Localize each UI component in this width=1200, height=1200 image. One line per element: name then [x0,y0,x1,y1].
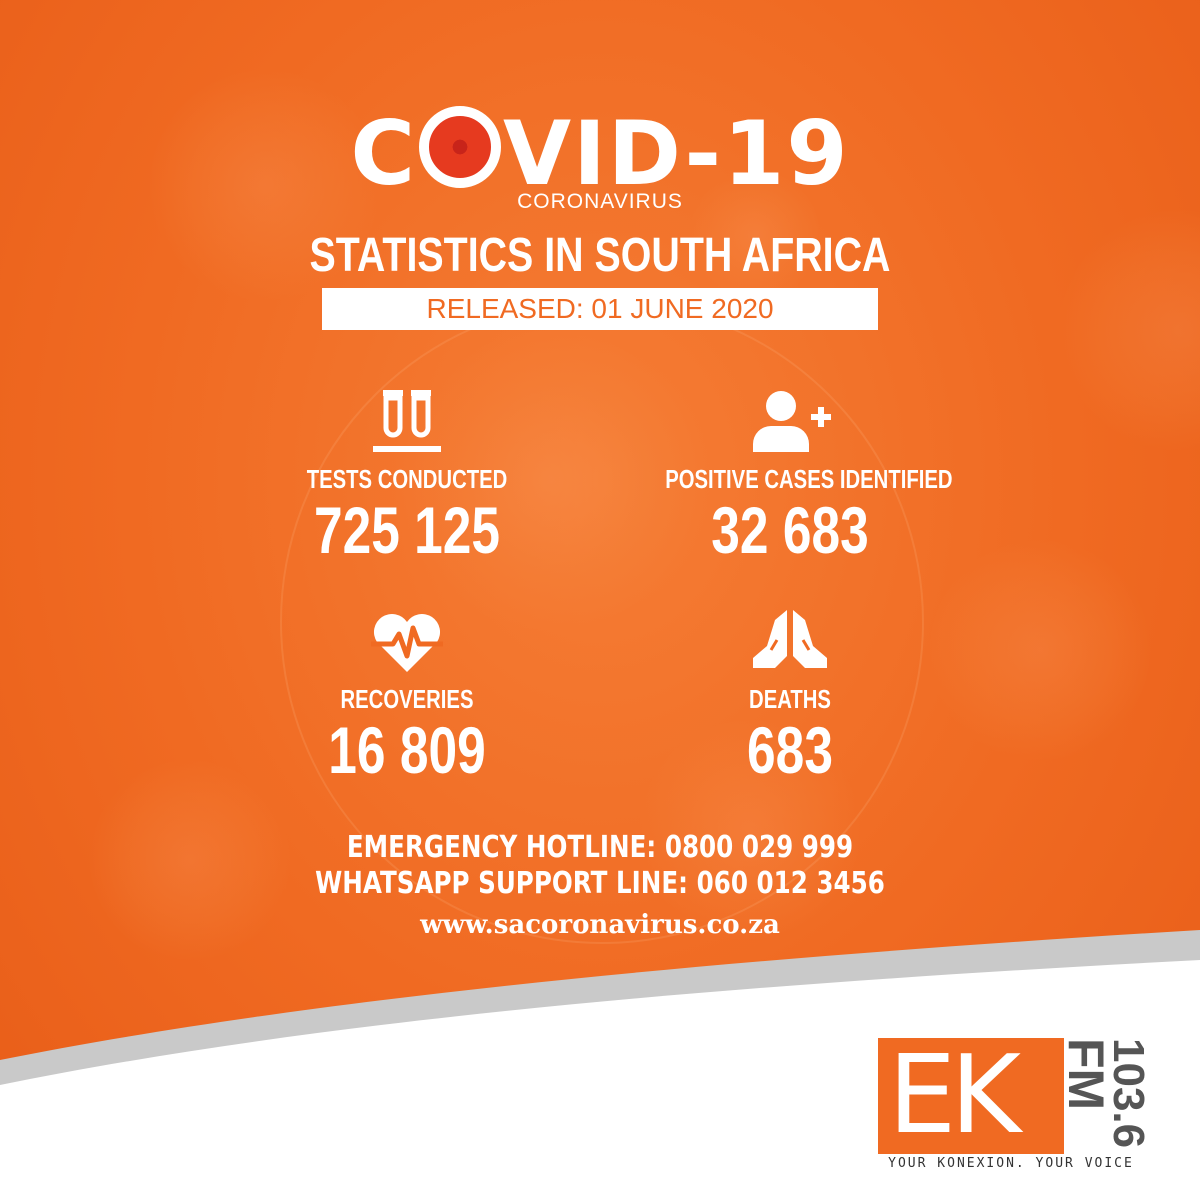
stat-tests: TESTS CONDUCTED 725 125 [247,388,567,565]
stat-positive-cases: POSITIVE CASES IDENTIFIED 32 683 [630,388,953,567]
stat-value: 32 683 [711,493,869,567]
release-date-banner: RELEASED: 01 JUNE 2020 [322,288,878,330]
logo-frequency: 103.6 [1104,1038,1153,1154]
stat-label: POSITIVE CASES IDENTIFIED [665,464,953,494]
stat-value: 683 [747,713,833,787]
praying-hands-icon [753,610,827,668]
stat-deaths: DEATHS 683 [630,606,950,785]
stat-value: 16 809 [328,713,486,787]
bg-virus-icon [150,70,380,300]
test-tubes-icon [373,390,441,452]
subtitle: CORONAVIRUS [517,190,683,213]
website-link[interactable]: www.sacoronavirus.co.za [420,910,780,940]
title-text-start: C [350,102,418,205]
emergency-hotline: EMERGENCY HOTLINE: 0800 029 999 [346,830,854,865]
title-text-end: VID-19 [503,102,850,205]
logo-tagline: YOUR KONEXION. YOUR VOICE [888,1156,1134,1171]
bg-virus-icon [90,760,290,960]
stat-label: RECOVERIES [340,684,474,714]
stat-label: DEATHS [749,684,831,714]
headline: STATISTICS IN SOUTH AFRICA [309,229,891,282]
heartbeat-icon [371,613,443,672]
stat-value: 725 125 [313,493,501,567]
ekfm-logo: EK FM 103.6 YOUR KONEXION. YOUR VOICE [878,1038,1153,1176]
logo-frequency-text: 103.6 [1104,1038,1153,1149]
virus-icon [419,106,502,188]
contact-info: EMERGENCY HOTLINE: 0800 029 999 WHATSAPP… [0,830,1200,940]
stat-recoveries: RECOVERIES 16 809 [247,610,567,785]
bg-virus-icon [930,540,1150,760]
bg-virus-icon [690,170,820,300]
stat-label: TESTS CONDUCTED [306,464,508,494]
add-person-icon [753,391,831,452]
logo-fm: FM [1058,1038,1114,1154]
logo-fm-text: FM [1058,1038,1114,1111]
covid-title: C VID-19 [0,106,1200,198]
logo-letters: EK [878,1038,1064,1154]
whatsapp-line: WHATSAPP SUPPORT LINE: 060 012 3456 [315,866,885,901]
